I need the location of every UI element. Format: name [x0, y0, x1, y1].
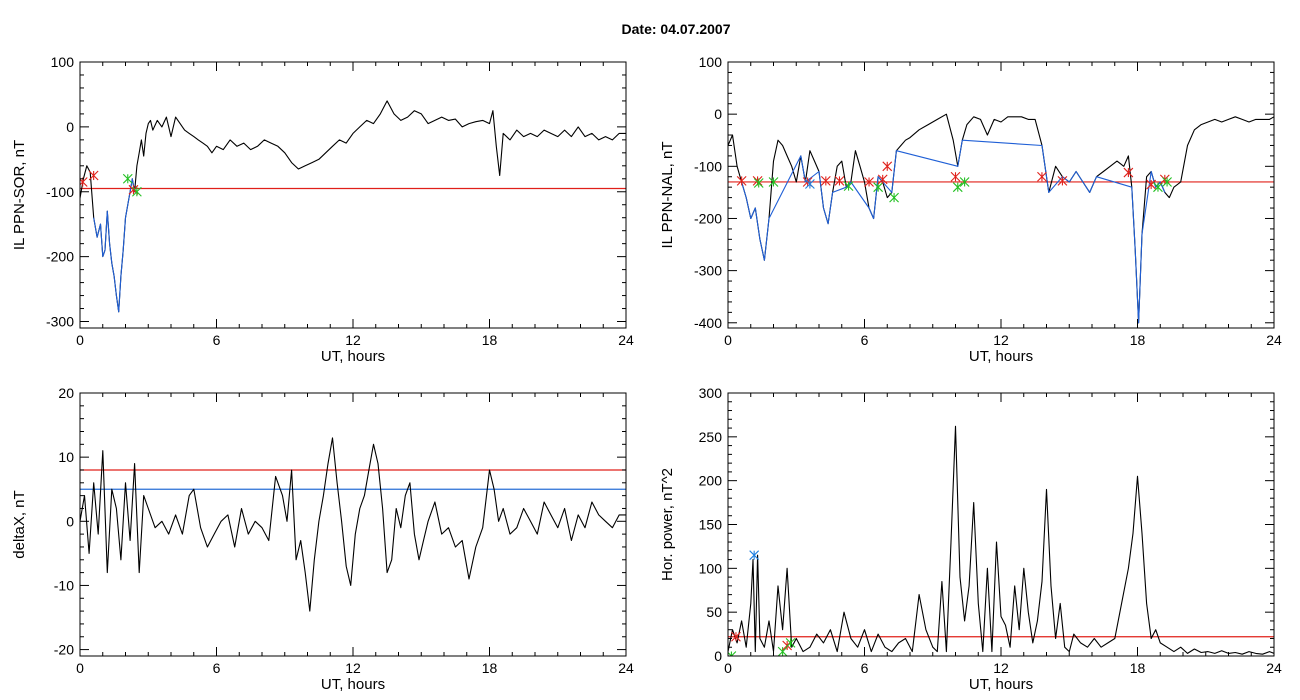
marker-il-nal-9 [864, 177, 874, 187]
marker-il-nal-2 [753, 178, 764, 188]
y-tick-label-il-sor: -100 [46, 184, 74, 200]
marker-il-nal-16 [959, 177, 970, 187]
y-tick-label-deltax: -20 [54, 642, 74, 658]
marker-il-nal-15 [952, 182, 963, 193]
x-tick-label-il-sor: 0 [76, 332, 84, 348]
y-tick-label-il-nal: -300 [694, 263, 722, 279]
x-axis-label-il-nal: UT, hours [969, 348, 1033, 365]
marker-hor-power-2 [749, 550, 760, 561]
y-tick-label-il-nal: -200 [694, 210, 722, 226]
series-line-il-sor-1 [93, 178, 136, 313]
x-tick-label-deltax: 0 [76, 660, 84, 676]
y-tick-label-il-sor: 0 [66, 119, 74, 135]
y-axis-label-hor-power: Hor. power, nT^2 [659, 468, 676, 581]
marker-il-nal-14 [950, 171, 961, 182]
y-tick-label-il-nal: 0 [714, 106, 722, 122]
marker-il-nal-5 [805, 179, 815, 189]
x-tick-label-deltax: 12 [345, 660, 361, 676]
series-line-il-nal-0 [728, 113, 1274, 324]
y-tick-label-hor-power: 300 [699, 385, 723, 401]
x-axis-label-hor-power: UT, hours [969, 676, 1033, 693]
series-line-deltax-0 [80, 437, 626, 612]
x-tick-label-il-nal: 0 [724, 332, 732, 348]
marker-il-nal-0 [736, 176, 747, 186]
x-tick-label-deltax: 6 [213, 660, 221, 676]
x-tick-label-il-nal: 18 [1130, 332, 1146, 348]
marker-il-nal-17 [1037, 171, 1047, 182]
x-tick-label-il-nal: 12 [993, 332, 1009, 348]
marker-il-nal-12 [882, 161, 893, 172]
y-tick-label-il-sor: 100 [51, 54, 75, 70]
marker-il-nal-21 [1153, 182, 1163, 193]
x-tick-label-deltax: 18 [482, 660, 498, 676]
y-tick-label-il-nal: -400 [694, 315, 722, 331]
y-tick-label-deltax: -10 [54, 577, 74, 593]
plot-area-deltax [80, 437, 626, 612]
x-tick-label-hor-power: 24 [1266, 660, 1282, 676]
x-tick-label-il-sor: 6 [213, 332, 221, 348]
figure-title: Date: 04.07.2007 [622, 21, 731, 37]
x-tick-label-il-sor: 24 [618, 332, 634, 348]
marker-il-nal-23 [1162, 177, 1172, 187]
marker-il-nal-20 [1146, 179, 1157, 190]
axes-frame-il-nal [727, 61, 1275, 329]
marker-hor-power-3 [777, 646, 788, 656]
plot-area-il-sor [80, 100, 626, 313]
panel-hor-power: 0 6 12 18 24 0 50 100 150 200 250 300 UT, hours Hor. … [659, 385, 1282, 693]
y-tick-label-hor-power: 200 [699, 473, 723, 489]
marker-il-nal-19 [1123, 167, 1134, 178]
x-tick-label-hor-power: 18 [1130, 660, 1146, 676]
x-axis-label-il-sor: UT, hours [321, 348, 385, 365]
series-line-hor-power-0 [728, 425, 1274, 655]
y-tick-label-hor-power: 0 [714, 648, 722, 664]
plot-area-hor-power [728, 425, 1274, 656]
panel-il-sor: 0 6 12 18 24 -300 -200 -100 0 100 UT, hours IL PPN-… [11, 54, 634, 365]
y-tick-label-il-sor: -300 [46, 314, 74, 330]
y-axis-label-il-sor: IL PPN-SOR, nT [11, 140, 28, 250]
y-tick-label-hor-power: 150 [699, 517, 723, 533]
axes-frame-il-sor [79, 61, 627, 329]
x-tick-label-il-sor: 12 [345, 332, 361, 348]
x-tick-label-hor-power: 6 [861, 660, 869, 676]
x-tick-label-il-sor: 18 [482, 332, 498, 348]
x-tick-label-hor-power: 0 [724, 660, 732, 676]
marker-il-nal-8 [843, 181, 854, 192]
x-tick-label-il-nal: 24 [1266, 332, 1282, 348]
marker-il-sor-4 [131, 186, 142, 197]
plot-area-il-nal [728, 113, 1274, 324]
x-tick-label-deltax: 24 [618, 660, 634, 676]
panel-deltax: 0 6 12 18 24 -20 -10 0 10 20 UT, hours deltaX, nT [11, 385, 634, 693]
x-tick-label-hor-power: 12 [993, 660, 1009, 676]
panel-il-nal: 0 6 12 18 24 -400 -300 -200 -100 0 100 UT, hours IL … [659, 54, 1282, 365]
y-tick-label-hor-power: 100 [699, 560, 723, 576]
y-tick-label-hor-power: 250 [699, 429, 723, 445]
series-line-il-sor-0 [80, 100, 626, 313]
y-tick-label-deltax: 0 [66, 513, 74, 529]
marker-il-nal-7 [834, 176, 845, 186]
y-axis-label-il-nal: IL PPN-NAL, nT [659, 142, 676, 249]
y-tick-label-hor-power: 50 [706, 604, 722, 620]
y-tick-label-deltax: 10 [58, 449, 74, 465]
marker-il-nal-13 [889, 192, 899, 203]
marker-il-nal-3 [768, 177, 779, 187]
y-tick-label-il-sor: -200 [46, 249, 74, 265]
series-line-il-nal-1 [741, 139, 1166, 324]
y-axis-label-deltax: deltaX, nT [11, 490, 28, 558]
marker-il-sor-1 [88, 170, 99, 181]
y-tick-label-il-nal: 100 [699, 54, 723, 70]
axes-frame-deltax [79, 392, 627, 657]
y-tick-label-il-nal: -100 [694, 158, 722, 174]
marker-il-nal-6 [820, 176, 831, 186]
marker-il-nal-11 [877, 174, 888, 185]
x-tick-label-il-nal: 6 [861, 332, 869, 348]
marker-hor-power-1 [731, 631, 741, 642]
marker-hor-power-5 [785, 637, 796, 648]
marker-il-sor-2 [122, 173, 133, 184]
y-tick-label-deltax: 20 [58, 385, 74, 401]
marker-il-nal-18 [1057, 176, 1068, 186]
x-axis-label-deltax: UT, hours [321, 676, 385, 693]
marker-il-nal-10 [873, 182, 884, 193]
